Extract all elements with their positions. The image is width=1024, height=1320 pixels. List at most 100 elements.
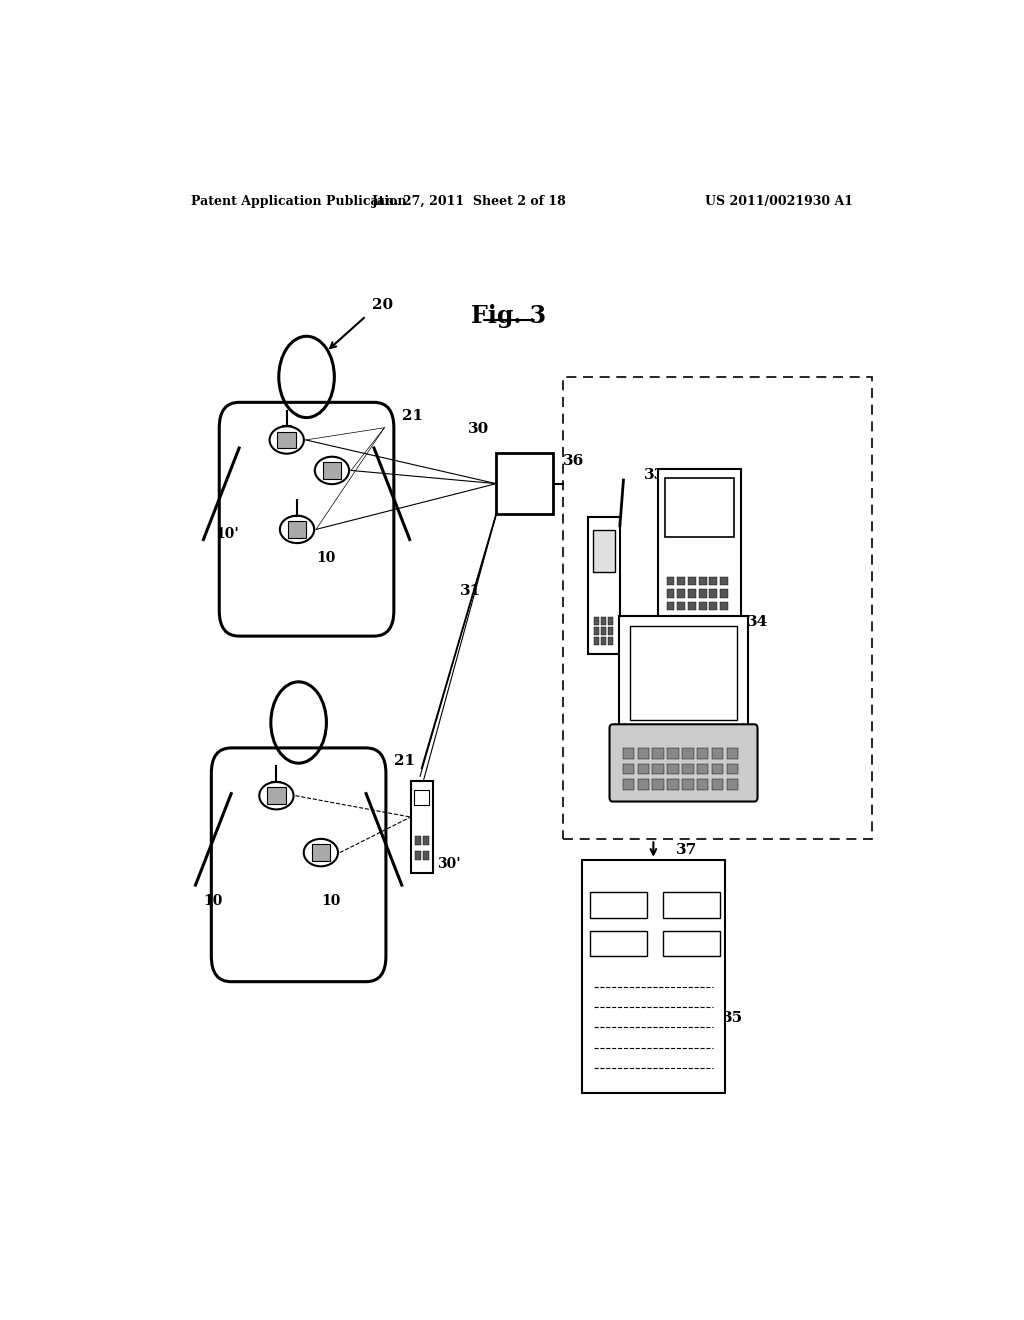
Bar [727,779,738,789]
Bar [712,764,723,774]
Bar [416,850,421,859]
Bar [658,469,740,619]
Bar [677,590,685,598]
Text: 10: 10 [316,550,336,565]
Bar [652,748,664,759]
Bar [720,577,728,585]
Bar [311,845,330,861]
Bar [601,627,606,635]
Bar [668,779,679,789]
Bar [594,618,599,624]
Bar [667,577,675,585]
Bar [623,779,634,789]
Text: 10: 10 [204,895,223,908]
Text: 37: 37 [676,842,697,857]
Bar [590,931,647,956]
Text: 20: 20 [372,298,393,312]
Bar [601,638,606,644]
Text: Patent Application Publication: Patent Application Publication [191,194,407,207]
Bar [698,602,707,610]
Bar [415,789,429,805]
Bar [727,764,738,774]
Bar [594,531,614,572]
Text: 31: 31 [460,585,481,598]
Bar [682,764,693,774]
Text: 10': 10' [215,527,239,540]
Bar [712,748,723,759]
Bar [697,779,709,789]
Text: Fig. 3: Fig. 3 [471,304,547,327]
Text: 36: 36 [563,454,584,469]
Bar [416,837,421,846]
Bar [698,577,707,585]
Bar [663,931,720,956]
Ellipse shape [314,457,349,484]
Bar [594,627,599,635]
Bar [601,618,606,624]
Bar [727,748,738,759]
Bar [589,516,620,653]
Bar [267,788,286,804]
Bar [697,748,709,759]
Bar [497,453,553,515]
Bar [688,590,696,598]
Bar [608,638,613,644]
Bar [288,521,306,537]
Bar [677,602,685,610]
Ellipse shape [259,781,294,809]
Bar [720,590,728,598]
Ellipse shape [304,840,338,866]
Bar [323,462,341,479]
Bar [667,602,675,610]
Bar [652,779,664,789]
Bar [710,602,717,610]
Bar [608,618,613,624]
Bar [638,748,649,759]
Bar [423,850,429,859]
Bar [582,859,725,1093]
Bar [698,590,707,598]
Text: US 2011/0021930 A1: US 2011/0021930 A1 [705,194,853,207]
Text: 21: 21 [401,409,423,422]
Text: 30: 30 [468,422,488,436]
Text: Jan. 27, 2011  Sheet 2 of 18: Jan. 27, 2011 Sheet 2 of 18 [372,194,566,207]
Text: 32: 32 [631,632,651,647]
Text: 34: 34 [748,615,768,628]
Bar [682,779,693,789]
Bar [411,781,433,873]
Bar [666,478,733,537]
Bar [423,837,429,846]
Bar [620,616,748,729]
Ellipse shape [280,516,314,543]
Bar [697,764,709,774]
Bar [668,764,679,774]
Bar [630,627,737,719]
Text: 33: 33 [644,467,666,482]
Bar [710,590,717,598]
Bar [712,779,723,789]
Text: 21: 21 [394,754,415,768]
Bar [590,892,647,917]
Bar [688,602,696,610]
Bar [663,892,720,917]
Bar [710,577,717,585]
Text: 30': 30' [437,857,461,871]
Text: 10: 10 [321,895,340,908]
Bar [594,638,599,644]
Bar [638,779,649,789]
Bar [608,627,613,635]
Bar [563,378,872,840]
Text: 35: 35 [722,1011,742,1026]
Bar [652,764,664,774]
FancyBboxPatch shape [609,725,758,801]
Bar [278,432,296,449]
Bar [677,577,685,585]
Bar [667,590,675,598]
Bar [682,748,693,759]
Bar [623,748,634,759]
Bar [720,602,728,610]
Ellipse shape [269,426,304,454]
Bar [638,764,649,774]
Bar [688,577,696,585]
Bar [668,748,679,759]
